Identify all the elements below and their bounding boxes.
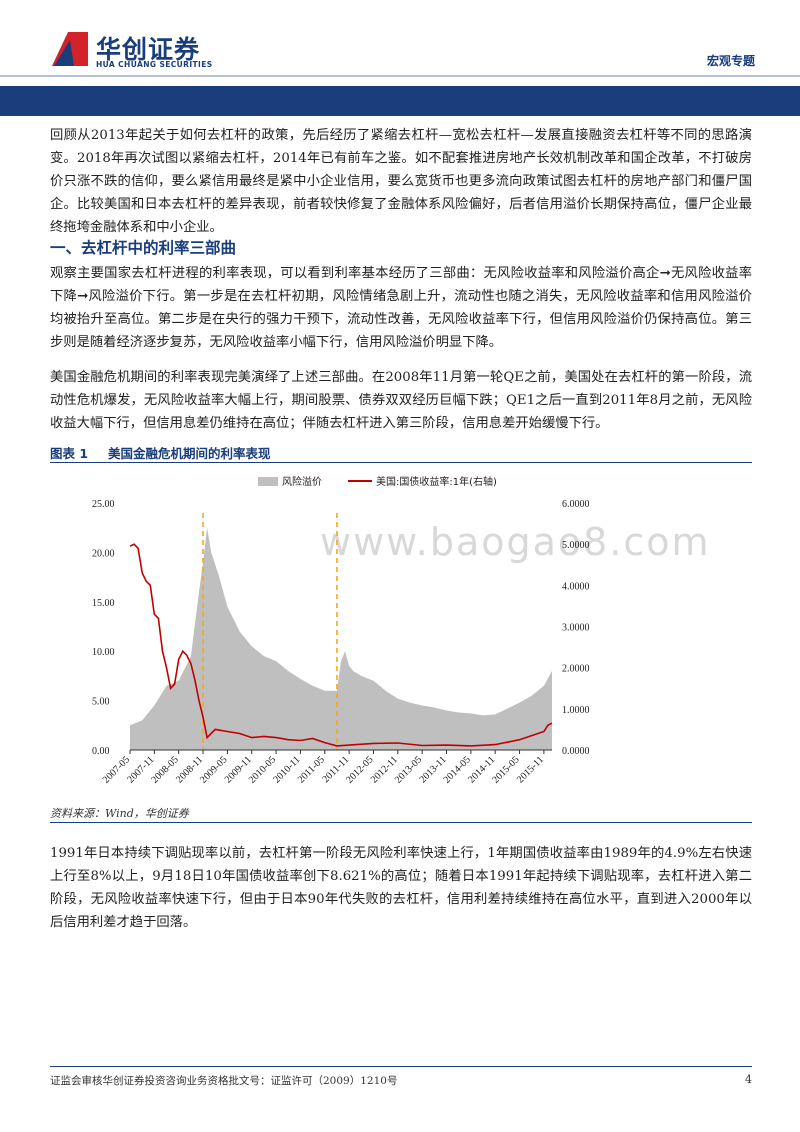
section-heading: 一、去杠杆中的利率三部曲 — [50, 239, 237, 257]
header-band — [0, 86, 800, 116]
header-divider — [0, 75, 800, 77]
risk-premium-area — [130, 527, 552, 750]
legend-swatch-risk-premium — [258, 477, 278, 486]
y-right-tick-label: 5.0000 — [562, 540, 590, 551]
report-header: 华创证券 HUA CHUANG SECURITIES 宏观专题 — [0, 0, 800, 118]
logo-chinese-name: 华创证券 — [96, 35, 201, 64]
legend-label-risk-premium: 风险溢价 — [282, 475, 322, 488]
y-left-tick-label: 25.00 — [92, 499, 115, 510]
x-tick-label: 2015-11 — [515, 754, 546, 785]
treasury-yield-line-group — [129, 543, 553, 747]
risk-premium-area-group — [130, 527, 552, 750]
y-left-tick-label: 0.00 — [92, 746, 110, 757]
y-left-tick-label: 10.00 — [92, 647, 115, 658]
rates-three-steps-paragraph: 观察主要国家去杠杆进程的利率表现，可以看到利率基本经历了三部曲：无风险收益率和风… — [50, 266, 752, 350]
chart-svg: www.baogao8.com 0.00 5.00 10.00 15.00 20.00 2… — [92, 475, 711, 786]
us-rates-chart: www.baogao8.com 0.00 5.00 10.00 15.00 20.00 2… — [50, 465, 752, 800]
y-right-tick-label: 2.0000 — [562, 664, 590, 675]
y-left-tick-label: 5.00 — [92, 697, 110, 708]
treasury-yield-line — [129, 543, 553, 747]
figure-bottom-divider — [50, 822, 752, 823]
footer-divider — [50, 1066, 752, 1067]
chart-legend: 风险溢价 美国:国债收益率:1年(右轴) — [258, 475, 497, 488]
y-left-tick-label: 15.00 — [92, 598, 115, 609]
legend-label-treasury-yield: 美国:国债收益率:1年(右轴) — [376, 475, 497, 488]
y-right-tick-label: 6.0000 — [562, 499, 590, 510]
figure-source: 资料来源：Wind，华创证券 — [50, 807, 189, 820]
section-tag: 宏观专题 — [706, 54, 755, 68]
vertical-marker-group — [202, 513, 338, 750]
figure-title: 美国金融危机期间的利率表现 — [108, 446, 271, 461]
footer-disclaimer: 证监会审核华创证券投资咨询业务资格批文号：证监许可（2009）1210号 — [50, 1075, 398, 1087]
japan-paragraph: 1991年日本持续下调贴现率以前，去杠杆第一阶段无风险利率快速上行，1年期国债收… — [50, 846, 752, 930]
y-left-tick-label: 20.00 — [92, 548, 115, 559]
chart-watermark: www.baogao8.com — [320, 520, 711, 564]
x-tick-label: 2011-05 — [296, 754, 327, 785]
y-right-tick-label: 0.0000 — [562, 746, 590, 757]
us-crisis-paragraph: 美国金融危机期间的利率表现完美演绎了上述三部曲。在2008年11月第一轮QE之前… — [50, 370, 752, 431]
y-right-tick-label: 4.0000 — [562, 581, 590, 592]
logo-english-name: HUA CHUANG SECURITIES — [96, 60, 213, 69]
figure-title-row: 图表 1 美国金融危机期间的利率表现 — [50, 442, 752, 463]
page-number: 4 — [745, 1073, 752, 1086]
intro-paragraph: 回顾从2013年起关于如何去杠杆的政策，先后经历了紧缩去杠杆—宽松去杠杆—发展直… — [50, 128, 752, 235]
y-right-tick-label: 1.0000 — [562, 705, 590, 716]
hua-chuang-logo-icon — [52, 32, 88, 66]
figure-number: 图表 1 — [50, 446, 89, 461]
y-right-tick-label: 3.0000 — [562, 623, 590, 634]
